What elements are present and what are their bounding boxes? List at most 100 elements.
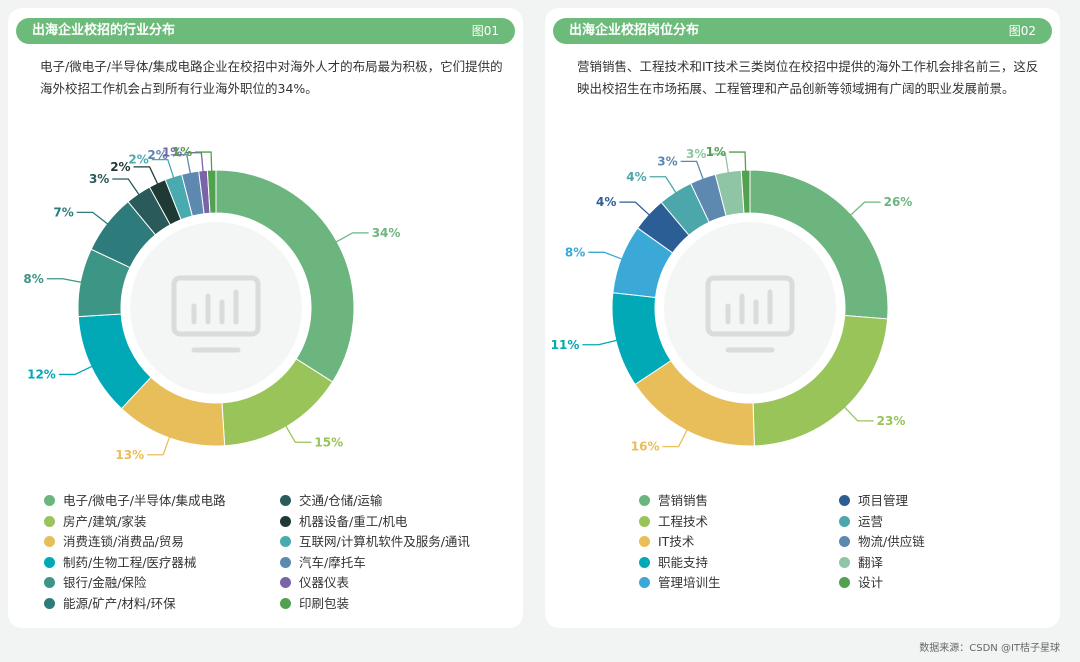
leader-line: [76, 211, 111, 227]
legend-item: IT技术: [639, 533, 694, 551]
legend-swatch: [639, 515, 650, 527]
legend-item: 营销销售: [639, 492, 708, 510]
slice-value-label: 1%: [162, 146, 182, 160]
legend-swatch: [839, 515, 850, 527]
slice-value-label: 2%: [110, 160, 130, 174]
legend-label: 房产/建筑/家装: [63, 513, 147, 529]
legend-swatch: [44, 536, 55, 547]
leader-line: [842, 404, 874, 422]
legend-label: 银行/金融/保险: [63, 575, 147, 590]
legend-label: 翻译: [858, 554, 884, 570]
legend-item: 能源/矿产/材料/环保: [44, 595, 176, 613]
slice-value-label: 3%: [657, 154, 677, 168]
leader-line: [170, 154, 192, 177]
leader-line: [729, 151, 747, 175]
leader-line: [709, 153, 730, 176]
leader-line: [680, 160, 705, 183]
legend-swatch: [280, 515, 291, 527]
legend-label: IT技术: [658, 534, 695, 549]
legend-label: 交通/仓储/运输: [299, 493, 383, 508]
panel-description: 电子/微电子/半导体/集成电路企业在校招中对海外人才的布局最为积极，它们提供的海…: [40, 59, 503, 96]
leader-line: [151, 158, 176, 181]
legend-label: 电子/微电子/半导体/集成电路: [63, 493, 226, 508]
legend-item: 运营: [839, 513, 883, 531]
panel-title: 出海企业校招岗位分布: [569, 23, 700, 38]
legend-label: 物流/供应链: [858, 534, 925, 549]
legend-label: 工程技术: [658, 513, 709, 529]
slice-value-label: 2%: [147, 148, 167, 162]
legend-swatch: [839, 495, 850, 506]
legend-label: 印刷包装: [299, 595, 350, 611]
position-panel: 出海企业校招岗位分布 图02 营销销售、工程技术和IT技术三类岗位在校招中提供的…: [545, 8, 1060, 628]
industry-donut-chart: 34%15%13%12%8%7%3%2%2%2%1%1%: [23, 145, 401, 462]
legend-item: 银行/金融/保险: [44, 574, 146, 592]
legend-item: 机器设备/重工/机电: [280, 513, 407, 531]
slice-value-label: 4%: [626, 170, 646, 184]
legend-label: 机器设备/重工/机电: [299, 513, 408, 529]
leader-line: [662, 426, 690, 448]
leader-line: [588, 251, 626, 261]
donut-slice: [740, 169, 751, 214]
slice-value-label: 3%: [89, 172, 109, 186]
legend-label: 运营: [858, 513, 884, 529]
slice-value-label: 11%: [551, 338, 580, 352]
legend-item: 互联网/计算机软件及服务/通讯: [280, 533, 470, 551]
chart-monitor-icon: [705, 275, 795, 353]
legend-item: 印刷包装: [280, 595, 349, 613]
legend-label: 消费连锁/消费品/贸易: [63, 534, 184, 549]
legend-label: 互联网/计算机软件及服务/通讯: [299, 534, 470, 549]
legend-item: 翻译: [839, 554, 883, 572]
slice-value-label: 8%: [565, 245, 585, 259]
legend-item: 交通/仓储/运输: [280, 492, 382, 510]
legend-item: 职能支持: [639, 554, 708, 572]
legend-swatch: [639, 536, 650, 547]
slice-value-label: 4%: [596, 195, 616, 209]
legend-item: 消费连锁/消费品/贸易: [44, 533, 184, 551]
legend-swatch: [44, 515, 55, 527]
legend-label: 管理培训生: [658, 575, 721, 590]
panel-description: 营销销售、工程技术和IT技术三类岗位在校招中提供的海外工作机会排名前三，这反映出…: [577, 59, 1039, 96]
slice-value-label: 13%: [115, 448, 144, 462]
legend-label: 职能支持: [658, 554, 709, 570]
slice-value-label: 34%: [372, 226, 401, 240]
legend-swatch: [639, 495, 650, 506]
slice-value-label: 1%: [172, 145, 192, 159]
slice-value-label: 7%: [53, 205, 73, 219]
legend-swatch: [280, 536, 291, 547]
legend-item: 工程技术: [639, 513, 708, 531]
legend-swatch: [839, 556, 850, 568]
leader-line: [619, 201, 653, 218]
legend-item: 制药/生物工程/医疗器械: [44, 554, 196, 572]
leader-line: [847, 201, 881, 218]
legend-item: 项目管理: [839, 492, 908, 510]
leader-line: [46, 278, 85, 284]
figure-number: 图02: [1008, 24, 1036, 38]
donut-slice: [206, 169, 217, 214]
legend-label: 仪器仪表: [299, 575, 350, 590]
legend-label: 营销销售: [658, 493, 709, 508]
legend-swatch: [639, 556, 650, 568]
slice-value-label: 26%: [884, 195, 913, 209]
slice-value-label: 12%: [27, 367, 56, 381]
data-source: 数据来源：CSDN @IT桔子星球: [919, 643, 1060, 654]
legend-swatch: [639, 577, 650, 588]
legend-item: 房产/建筑/家装: [44, 513, 146, 531]
legend-item: 汽车/摩托车: [280, 554, 366, 572]
legend-swatch: [280, 556, 291, 568]
position-donut-chart: 26%23%16%11%8%4%4%3%3% 1%: [551, 145, 913, 454]
legend-swatch: [44, 577, 55, 588]
legend-item: 电子/微电子/半导体/集成电路: [44, 492, 226, 510]
leader-line: [333, 232, 369, 245]
slice-value-label: 15%: [314, 435, 343, 449]
legend-label: 设计: [858, 575, 884, 590]
legend-swatch: [839, 536, 850, 547]
panel-header: 出海企业校招岗位分布 图02: [553, 18, 1052, 44]
legend-label: 项目管理: [858, 493, 909, 508]
legend-swatch: [44, 597, 55, 609]
slice-value-label: 23%: [877, 414, 906, 428]
donut-slice: [215, 169, 355, 383]
panel-header: 出海企业校招的行业分布 图01: [16, 18, 515, 44]
legend-swatch: [280, 597, 291, 609]
leader-line: [195, 151, 213, 175]
legend-item: 物流/供应链: [839, 533, 925, 551]
